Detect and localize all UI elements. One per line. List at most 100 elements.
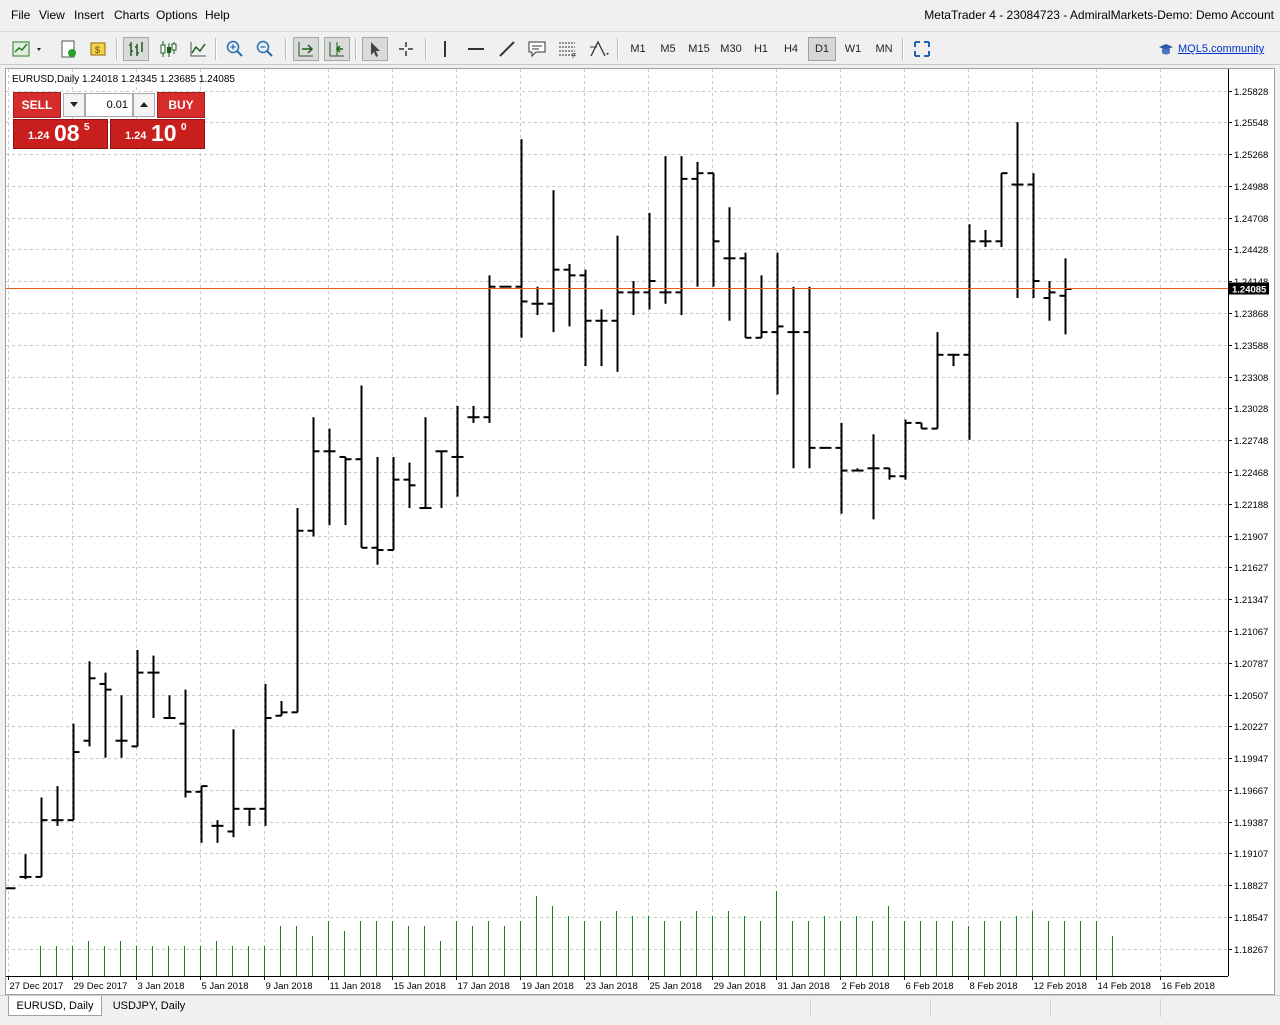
ohlc-bar[interactable] bbox=[563, 263, 576, 327]
ohlc-bar[interactable] bbox=[915, 421, 928, 430]
tab-usdjpy-daily[interactable]: USDJPY, Daily bbox=[112, 1000, 186, 1012]
ohlc-bar[interactable] bbox=[339, 455, 352, 526]
ohlc-bar[interactable] bbox=[227, 729, 240, 838]
sell-button[interactable]: SELL bbox=[13, 92, 61, 118]
chart-shift-button[interactable] bbox=[324, 37, 350, 61]
ohlc-bar[interactable] bbox=[531, 286, 544, 316]
ohlc-bar[interactable] bbox=[147, 655, 160, 719]
ohlc-bar[interactable] bbox=[323, 428, 336, 526]
menu-insert[interactable]: Insert bbox=[74, 8, 105, 22]
timeframe-h1-button[interactable]: H1 bbox=[753, 43, 769, 55]
ohlc-bar[interactable] bbox=[275, 700, 288, 717]
ohlc-bar[interactable] bbox=[787, 286, 800, 469]
ohlc-bar[interactable] bbox=[67, 723, 80, 822]
ohlc-bar[interactable] bbox=[163, 695, 176, 720]
menu-charts[interactable]: Charts bbox=[114, 8, 150, 22]
lot-decrease-button[interactable] bbox=[63, 93, 85, 117]
lot-size-input[interactable]: 0.01 bbox=[85, 93, 133, 117]
buy-price[interactable]: 1.24 10 0 bbox=[110, 119, 205, 149]
text-label-button[interactable] bbox=[524, 37, 550, 61]
ohlc-bar[interactable] bbox=[947, 353, 960, 367]
objects-button[interactable] bbox=[586, 37, 612, 61]
cursor-button[interactable] bbox=[362, 37, 388, 61]
ohlc-bar[interactable] bbox=[659, 156, 672, 304]
ohlc-bar[interactable] bbox=[19, 854, 32, 880]
zoom-out-button[interactable] bbox=[252, 37, 278, 61]
ohlc-chart[interactable]: 1.24085 1.258281.255481.252681.249881.24… bbox=[6, 69, 1274, 994]
ohlc-bar[interactable] bbox=[883, 467, 896, 480]
ohlc-bar[interactable] bbox=[627, 281, 640, 316]
ohlc-bar[interactable] bbox=[435, 450, 448, 509]
zoom-in-button[interactable] bbox=[222, 37, 248, 61]
new-chart-button[interactable] bbox=[8, 37, 46, 61]
ohlc-bar[interactable] bbox=[835, 422, 848, 514]
ohlc-bar[interactable] bbox=[1011, 122, 1024, 299]
vertical-line-button[interactable] bbox=[432, 37, 458, 61]
ohlc-bar[interactable] bbox=[211, 820, 224, 843]
ohlc-bar[interactable] bbox=[771, 252, 784, 395]
auto-scroll-button[interactable] bbox=[293, 37, 319, 61]
candlestick-button[interactable] bbox=[155, 37, 181, 61]
ohlc-bar[interactable] bbox=[995, 172, 1008, 247]
ohlc-bar[interactable] bbox=[899, 419, 912, 480]
ohlc-bar[interactable] bbox=[595, 309, 608, 367]
ohlc-bar[interactable] bbox=[851, 468, 864, 472]
line-chart-button[interactable] bbox=[185, 37, 211, 61]
timeframe-h4-button[interactable]: H4 bbox=[783, 43, 799, 55]
ohlc-bar[interactable] bbox=[515, 139, 528, 338]
timeframe-m1-button[interactable]: M1 bbox=[630, 43, 646, 55]
menu-file[interactable]: File bbox=[11, 8, 31, 22]
ohlc-bar[interactable] bbox=[259, 683, 272, 826]
ohlc-bar[interactable] bbox=[931, 332, 944, 430]
timeframe-m5-button[interactable]: M5 bbox=[660, 43, 676, 55]
ohlc-bar[interactable] bbox=[707, 172, 720, 287]
trendline-button[interactable] bbox=[494, 37, 520, 61]
crosshair-button[interactable] bbox=[393, 37, 419, 61]
menu-view[interactable]: View bbox=[39, 8, 65, 22]
ohlc-bar[interactable] bbox=[963, 224, 976, 440]
timeframe-mn-button[interactable]: MN bbox=[875, 43, 893, 55]
ohlc-bar[interactable] bbox=[387, 456, 400, 552]
ohlc-bar[interactable] bbox=[979, 229, 992, 247]
ohlc-bar[interactable] bbox=[291, 508, 304, 714]
ohlc-bar[interactable] bbox=[83, 661, 96, 747]
ohlc-bar[interactable] bbox=[179, 689, 192, 798]
ohlc-bar[interactable] bbox=[35, 797, 48, 878]
menu-options[interactable]: Options bbox=[156, 8, 198, 22]
ohlc-bar[interactable] bbox=[579, 269, 592, 367]
ohlc-bar[interactable] bbox=[115, 695, 128, 758]
ohlc-bar[interactable] bbox=[131, 649, 144, 748]
ohlc-bar[interactable] bbox=[451, 405, 464, 497]
ohlc-bar[interactable] bbox=[723, 207, 736, 321]
ohlc-bar[interactable] bbox=[1059, 258, 1072, 335]
ohlc-bar[interactable] bbox=[611, 235, 624, 372]
ohlc-bar[interactable] bbox=[355, 385, 368, 549]
ohlc-bar[interactable] bbox=[307, 417, 320, 537]
ohlc-bar[interactable] bbox=[547, 190, 560, 333]
lot-increase-button[interactable] bbox=[133, 93, 155, 117]
ohlc-bar[interactable] bbox=[867, 434, 880, 520]
ohlc-bar[interactable] bbox=[803, 286, 816, 469]
horizontal-line-button[interactable] bbox=[463, 37, 489, 61]
timeframe-d1-button[interactable]: D1 bbox=[808, 37, 836, 61]
ohlc-bar[interactable] bbox=[99, 672, 112, 758]
ohlc-bar[interactable] bbox=[467, 405, 480, 423]
bar-chart-button[interactable] bbox=[123, 37, 149, 61]
ohlc-bar[interactable] bbox=[1027, 173, 1040, 299]
market-watch-button[interactable]: $ bbox=[85, 37, 111, 61]
ohlc-bar[interactable] bbox=[243, 807, 256, 826]
mql5-community-link[interactable]: MQL5.community bbox=[1158, 42, 1264, 56]
timeframe-w1-button[interactable]: W1 bbox=[844, 43, 862, 55]
profiles-button[interactable] bbox=[55, 37, 81, 61]
fibonacci-button[interactable]: F bbox=[555, 37, 581, 61]
sell-price[interactable]: 1.24 08 5 bbox=[13, 119, 108, 149]
chart-window[interactable]: 1.24085 1.25828 1.25548 1.25268 1.24988 1.24… bbox=[5, 68, 1275, 995]
ohlc-bar[interactable] bbox=[419, 417, 432, 510]
ohlc-bar[interactable] bbox=[195, 785, 208, 843]
timeframe-m30-button[interactable]: M30 bbox=[720, 43, 742, 55]
ohlc-bar[interactable] bbox=[691, 161, 704, 287]
menu-help[interactable]: Help bbox=[205, 8, 230, 22]
ohlc-bar[interactable] bbox=[755, 275, 768, 339]
ohlc-bar[interactable] bbox=[403, 462, 416, 509]
ohlc-bar[interactable] bbox=[643, 212, 656, 310]
